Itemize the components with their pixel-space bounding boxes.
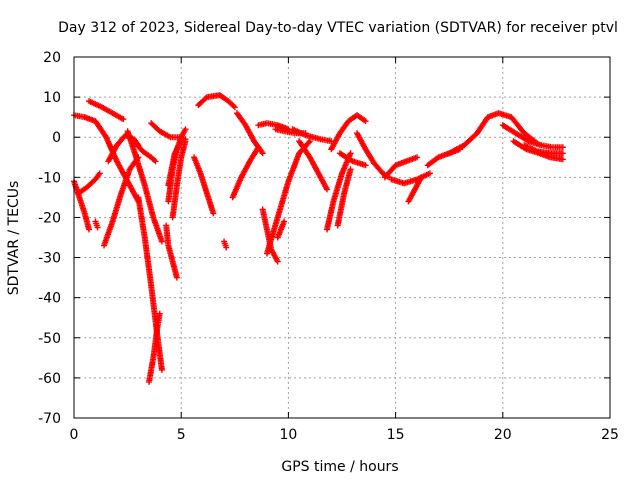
- series-arc-16: [165, 138, 185, 189]
- series-arc-41: [521, 142, 566, 157]
- y-tick-label: -30: [38, 251, 61, 267]
- data-point: [426, 170, 433, 177]
- x-tick-label: 10: [279, 427, 297, 443]
- series-arc-2: [86, 98, 127, 123]
- y-tick-label: -60: [38, 371, 61, 387]
- series-arc-13: [163, 222, 180, 281]
- data-point: [223, 244, 230, 251]
- plot-frame: [73, 56, 611, 419]
- series-arc-15: [169, 138, 189, 221]
- series-arc-8: [124, 128, 165, 245]
- series-arc-21: [233, 110, 266, 157]
- x-tick-label: 0: [70, 427, 79, 443]
- data-point: [158, 366, 165, 373]
- data-point: [362, 118, 369, 125]
- series-arc-34: [381, 154, 421, 181]
- x-tick-label: 5: [177, 427, 186, 443]
- data-point: [281, 218, 288, 225]
- data-point: [274, 258, 281, 265]
- series-arc-5: [92, 218, 101, 231]
- series-arc-18: [191, 154, 217, 217]
- series-arc-28: [296, 138, 330, 193]
- data-point: [347, 150, 354, 157]
- data-point: [231, 104, 238, 111]
- interp-marker: [230, 102, 237, 109]
- series-arc-3: [71, 178, 93, 233]
- x-tick-label: 20: [494, 427, 512, 443]
- data-point: [347, 166, 354, 173]
- data-point: [559, 144, 566, 151]
- chart-title: Day 312 of 2023, Sidereal Day-to-day VTE…: [58, 20, 618, 36]
- data-point: [362, 162, 369, 169]
- y-tick-label: 20: [43, 50, 61, 66]
- axes: 0 5 10 15 20 25 20 10 0 -10 -20 -30 -40 -50 -60 -70: [38, 50, 619, 443]
- y-axis-label: SDTVAR / TECUs: [6, 181, 22, 296]
- data-point: [414, 154, 421, 161]
- series-arc-4: [75, 170, 103, 197]
- series-arc-20: [229, 144, 262, 201]
- data-point: [559, 156, 566, 163]
- data-point: [94, 224, 101, 231]
- y-tick-label: 0: [52, 130, 61, 146]
- series-arc-38: [446, 110, 541, 157]
- data-point: [418, 174, 425, 181]
- x-tick-label: 25: [601, 427, 619, 443]
- data-point: [86, 226, 93, 233]
- data-point: [156, 310, 163, 317]
- data-point: [152, 158, 159, 165]
- series-arc-17: [195, 92, 238, 111]
- data-point: [323, 186, 330, 193]
- series-arc-27: [289, 126, 335, 145]
- y-tick-label: -40: [38, 291, 61, 307]
- data-point: [178, 138, 185, 145]
- series-arc-25: [274, 218, 288, 241]
- series-arc-12: [148, 120, 189, 143]
- series-arc-11: [131, 138, 159, 165]
- y-tick-label: -20: [38, 210, 61, 226]
- interp-marker: [305, 139, 312, 146]
- series-arc-30: [334, 166, 354, 229]
- x-axis-label: GPS time / hours: [281, 459, 398, 475]
- data-point: [158, 238, 165, 245]
- data-point: [210, 210, 217, 217]
- data-point: [259, 150, 266, 157]
- data-point: [559, 150, 566, 157]
- series-arc-10: [146, 310, 163, 385]
- data-point: [120, 116, 127, 123]
- data-point: [173, 274, 180, 281]
- y-tick-label: -10: [38, 170, 61, 186]
- series-arc-39: [499, 122, 566, 151]
- series-arc-35: [388, 170, 433, 187]
- series-arc-31: [328, 112, 369, 153]
- series-arc-9: [135, 194, 165, 373]
- y-tick-label: -50: [38, 331, 61, 347]
- data-points: [71, 92, 566, 385]
- series-arc-36: [405, 174, 425, 205]
- data-point: [306, 138, 313, 145]
- series-arc-19: [221, 238, 230, 251]
- series-arc-33: [336, 150, 369, 169]
- x-tick-label: 15: [387, 427, 405, 443]
- y-tick-label: -70: [38, 411, 61, 427]
- data-point: [328, 138, 335, 145]
- data-point: [182, 126, 189, 133]
- y-tick-label: 10: [43, 90, 61, 106]
- data-point: [96, 170, 103, 177]
